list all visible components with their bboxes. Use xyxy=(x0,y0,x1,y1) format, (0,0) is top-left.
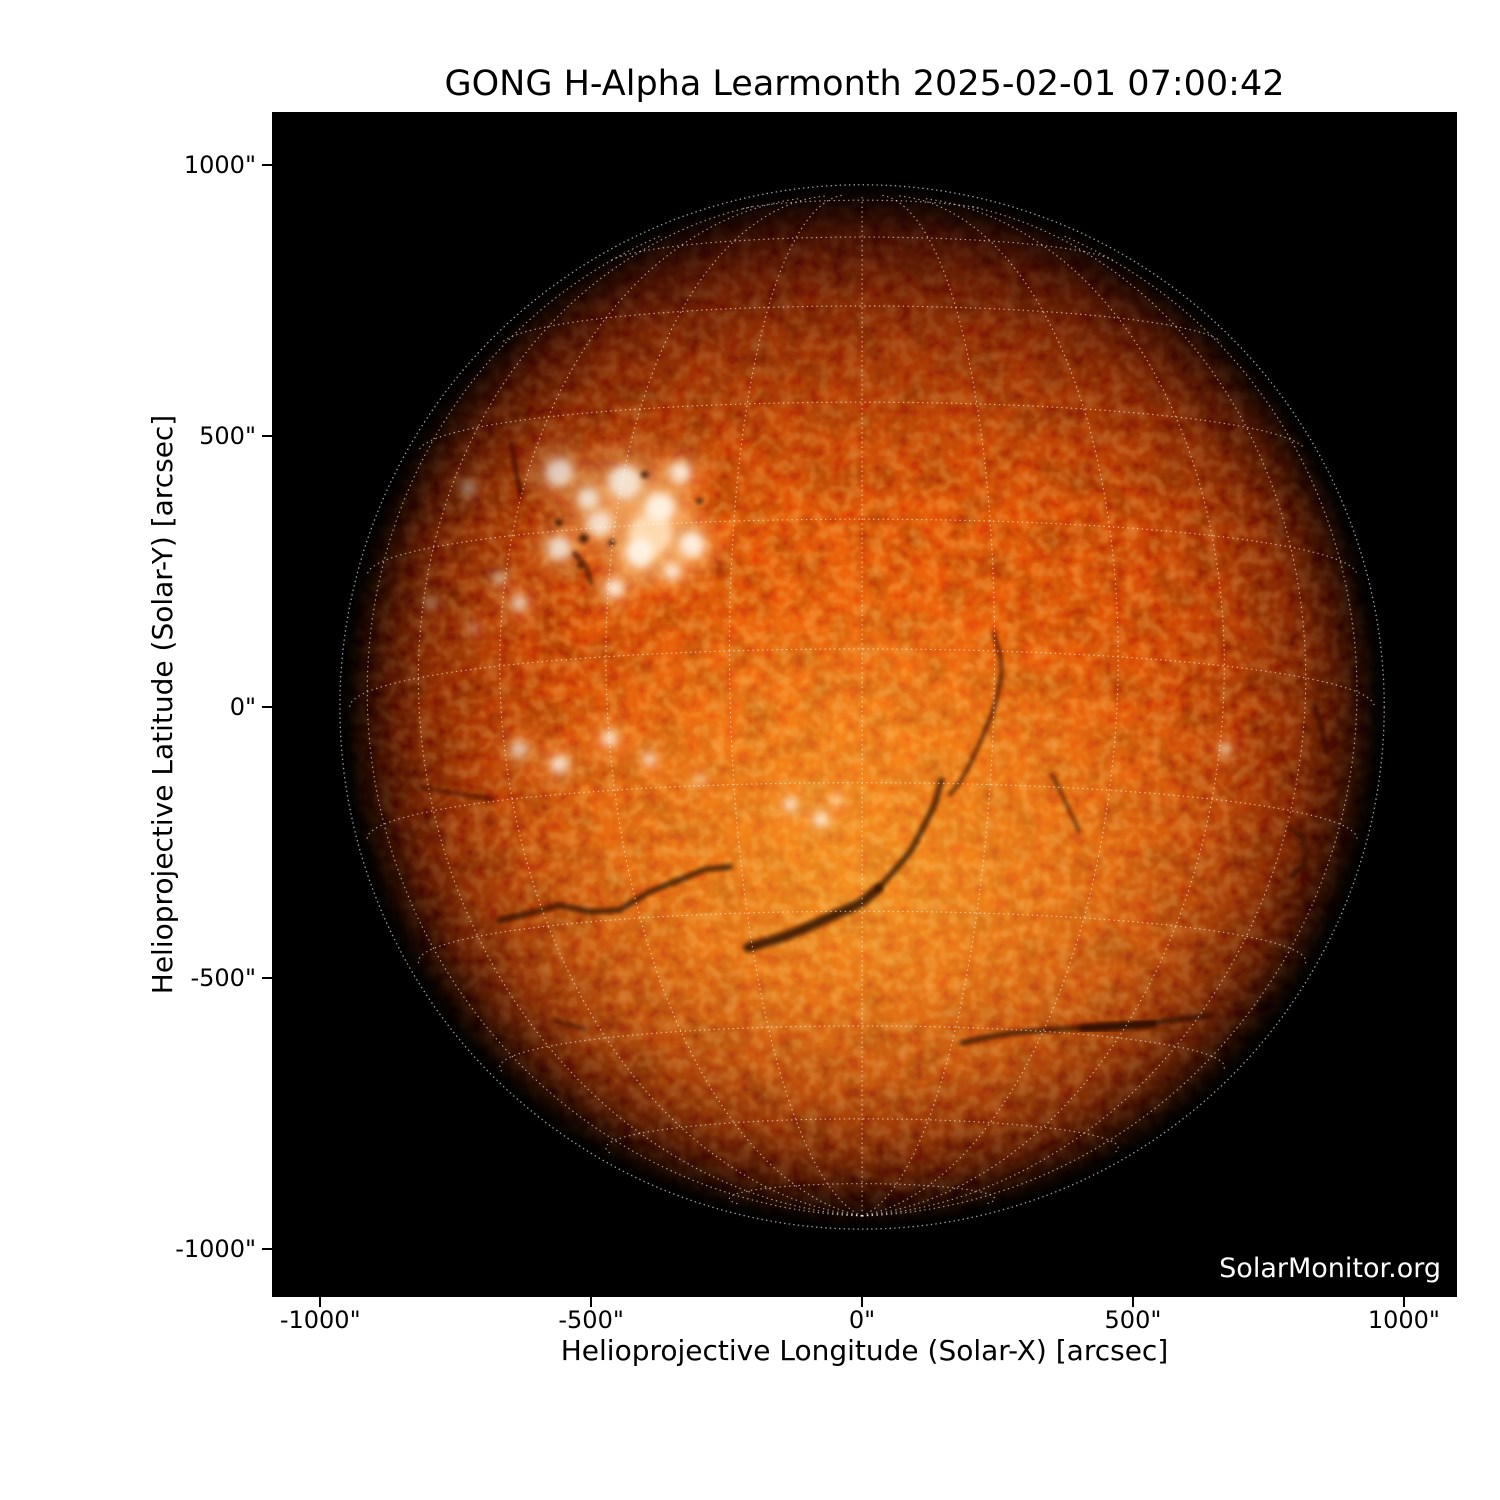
x-tick-label: 500" xyxy=(1104,1306,1162,1334)
grid-line xyxy=(861,195,1119,1217)
grid-line xyxy=(605,1118,1119,1154)
x-tick-label: 1000" xyxy=(1367,1306,1440,1334)
watermark: SolarMonitor.org xyxy=(1219,1253,1441,1284)
x-tick-mark xyxy=(319,1297,322,1307)
y-tick-mark xyxy=(262,705,272,708)
grid-line xyxy=(366,518,1358,574)
y-tick-label: 1000" xyxy=(183,151,256,180)
grid-line xyxy=(862,235,1358,1217)
limb-dotted-circle xyxy=(339,184,1385,1230)
grid-line xyxy=(605,195,863,1217)
x-tick-mark xyxy=(590,1297,593,1307)
y-tick-label: 0" xyxy=(229,692,256,721)
x-tick-mark xyxy=(1131,1297,1134,1307)
grid-line xyxy=(862,197,1225,1217)
y-tick-mark xyxy=(262,435,272,438)
grid-line xyxy=(502,305,1222,342)
grid-line xyxy=(728,1183,996,1205)
grid-line xyxy=(499,197,863,1217)
grid-line xyxy=(417,910,1307,964)
x-axis-label: Helioprojective Longitude (Solar-X) [arc… xyxy=(560,1334,1169,1367)
grid-line xyxy=(366,235,863,1217)
y-tick-label: -500" xyxy=(190,963,256,992)
y-tick-label: 500" xyxy=(199,422,256,451)
solar-disk-image xyxy=(272,112,1457,1297)
x-tick-mark xyxy=(861,1297,864,1307)
x-tick-label: -500" xyxy=(558,1306,624,1334)
y-tick-mark xyxy=(262,164,272,167)
y-tick-mark xyxy=(262,976,272,979)
x-tick-label: -1000" xyxy=(279,1306,361,1334)
y-tick-mark xyxy=(262,1247,272,1250)
grid-line xyxy=(349,648,1375,707)
heliographic-grid xyxy=(349,194,1375,1217)
grid-line xyxy=(742,199,982,210)
chart-title: GONG H-Alpha Learmonth 2025-02-01 07:00:… xyxy=(444,64,1285,104)
plot-area: SolarMonitor.org xyxy=(272,112,1457,1297)
x-tick-mark xyxy=(1402,1297,1405,1307)
grid-line xyxy=(499,1025,1225,1072)
y-tick-label: -1000" xyxy=(175,1234,256,1263)
x-tick-label: 0" xyxy=(848,1306,876,1334)
